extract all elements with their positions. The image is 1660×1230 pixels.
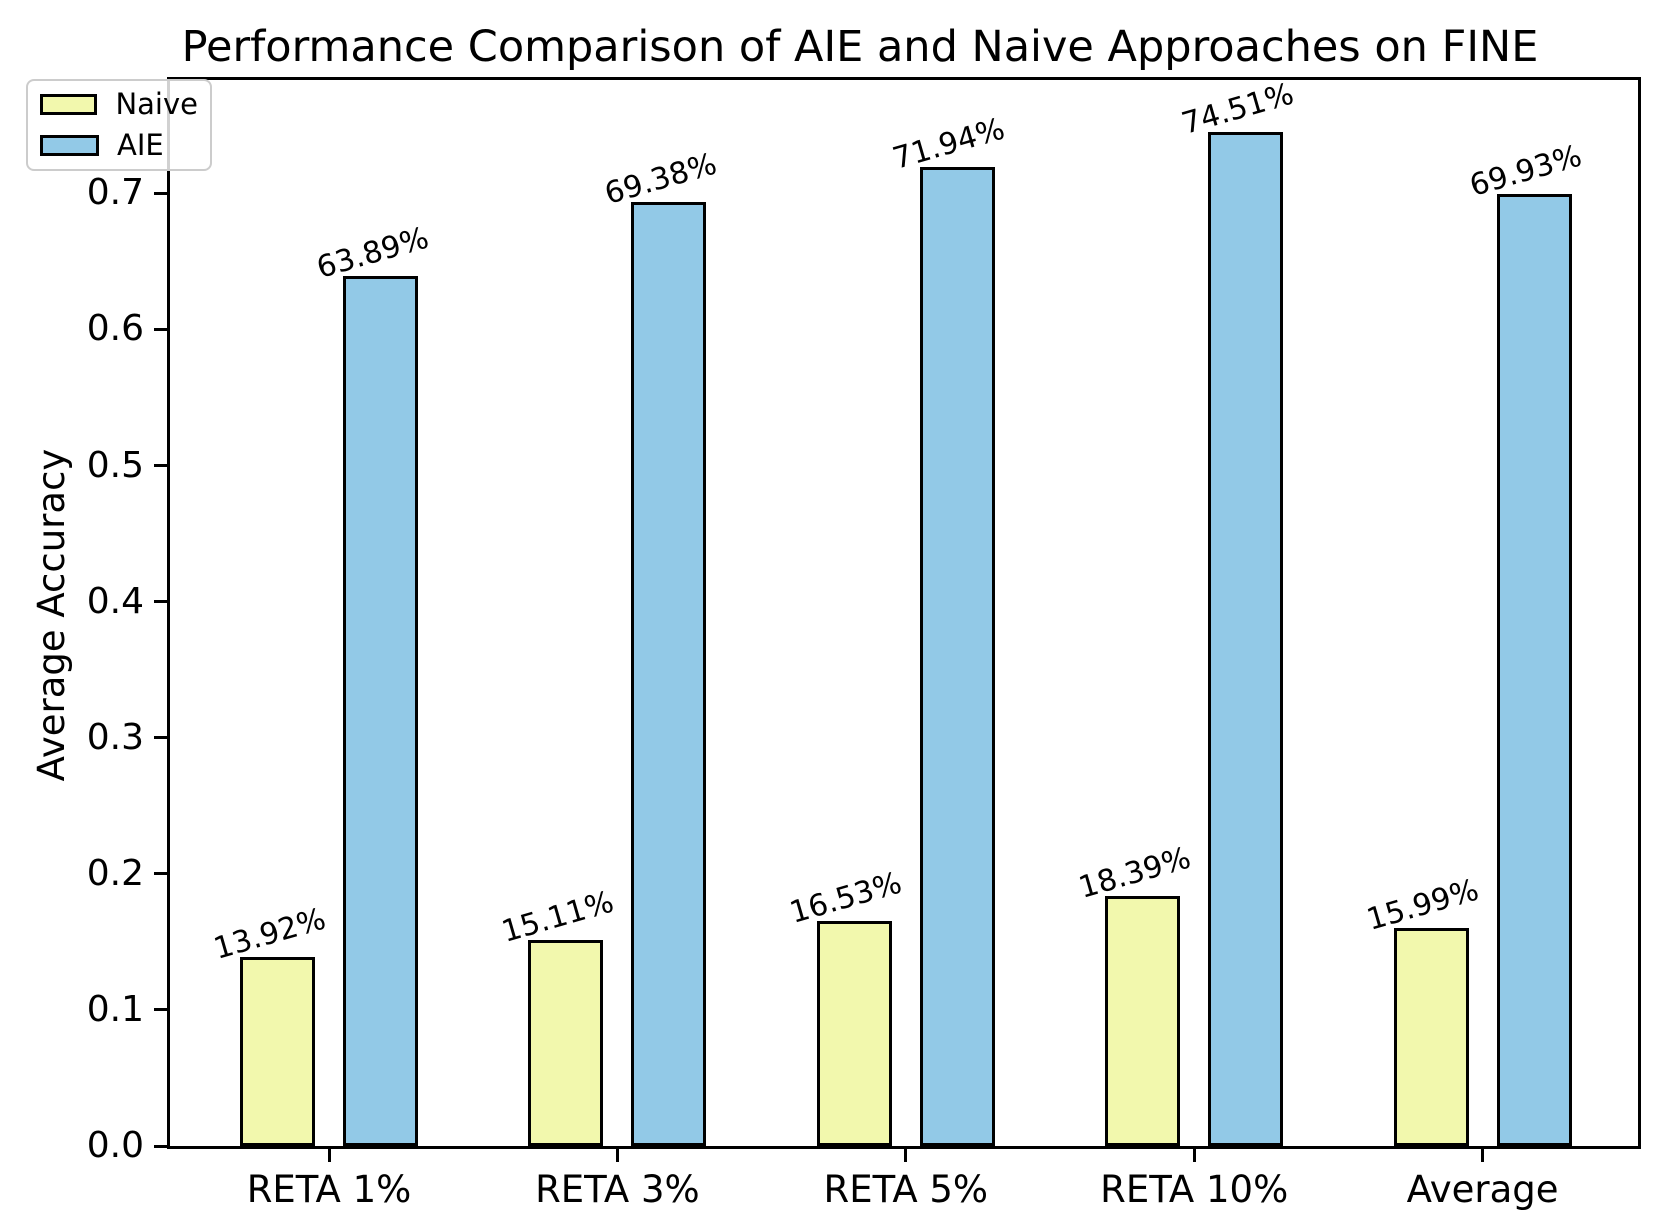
y-tick-label: 0.4: [86, 580, 144, 622]
y-tick-label: 0.6: [86, 308, 144, 350]
y-tick-label: 0.7: [86, 172, 144, 214]
x-tick-label: RETA 10%: [1100, 1168, 1289, 1211]
y-tick-mark: [154, 464, 167, 467]
aie-color-swatch: [40, 135, 99, 156]
legend-item-aie: AIE: [40, 131, 198, 160]
y-tick-mark: [154, 191, 167, 195]
bar-aie-reta-1-: [343, 276, 418, 1146]
x-tick-mark: [1192, 1149, 1196, 1162]
bar-naive-reta-1-: [240, 957, 315, 1146]
chart-title: Performance Comparison of AIE and Naive …: [181, 22, 1539, 72]
naive-color-swatch: [40, 94, 98, 115]
y-tick-label: 0.2: [86, 852, 144, 894]
x-tick-mark: [904, 1149, 908, 1162]
x-tick-label: RETA 5%: [823, 1168, 989, 1211]
bar-aie-reta-5-: [919, 167, 995, 1146]
legend-label-aie: AIE: [117, 128, 164, 162]
y-tick-mark: [154, 872, 167, 876]
bar-naive-average: [1393, 928, 1469, 1146]
x-tick-label: RETA 3%: [535, 1168, 700, 1211]
bar-aie-reta-3-: [631, 202, 707, 1146]
y-tick-mark: [154, 327, 167, 331]
x-tick-mark: [327, 1149, 331, 1162]
y-tick-label: 0.1: [86, 988, 144, 1030]
y-tick-mark: [154, 600, 167, 604]
x-tick-label: Average: [1406, 1168, 1559, 1211]
bar-naive-reta-3-: [528, 940, 604, 1146]
x-tick-label: RETA 1%: [246, 1168, 412, 1211]
plot-area: 13.92% 15.11% 16.53% 18.39% 15.99% 63.89% 69.3…: [167, 77, 1641, 1149]
y-tick-mark: [154, 736, 167, 740]
y-tick-label: 0.5: [86, 444, 144, 486]
bar-naive-reta-5-: [816, 921, 892, 1146]
y-tick-label: 0.3: [86, 716, 144, 758]
bar-aie-average: [1496, 194, 1572, 1146]
y-tick-mark: [154, 1144, 167, 1148]
plot-inner: 13.92% 15.11% 16.53% 18.39% 15.99% 63.89% 69.3…: [170, 77, 1638, 1146]
legend-item-naive: Naive: [40, 90, 198, 119]
y-tick-label: 0.0: [86, 1125, 144, 1166]
bar-aie-reta-10-: [1208, 132, 1284, 1146]
x-tick-mark: [615, 1149, 619, 1162]
bar-naive-reta-10-: [1105, 896, 1181, 1146]
y-tick-mark: [154, 1008, 167, 1012]
legend-label-naive: Naive: [115, 87, 198, 121]
legend: Naive AIE: [26, 79, 212, 171]
x-tick-mark: [1481, 1149, 1485, 1162]
